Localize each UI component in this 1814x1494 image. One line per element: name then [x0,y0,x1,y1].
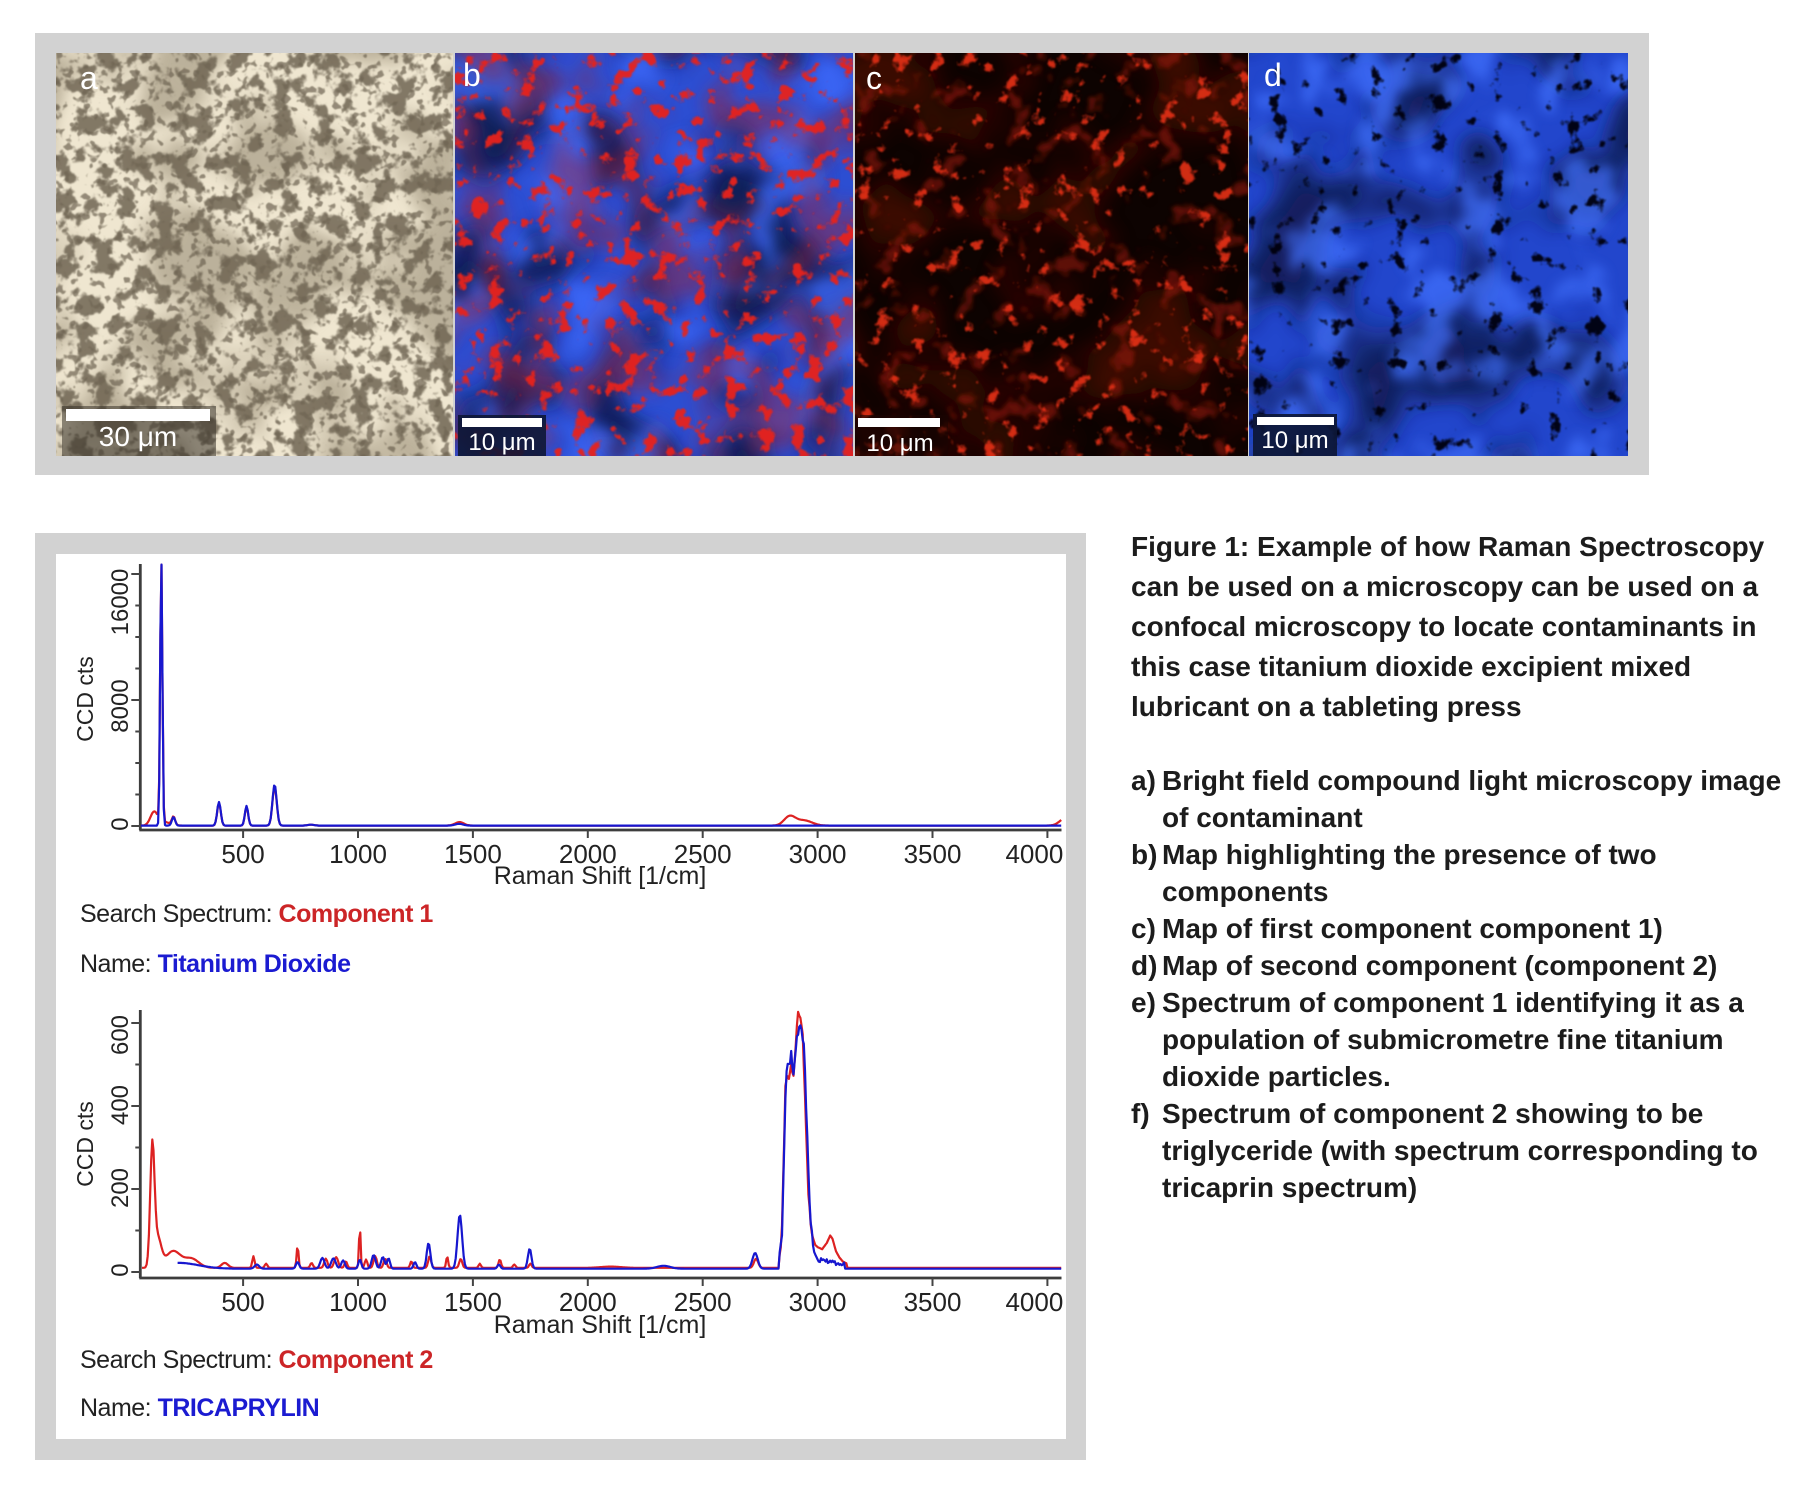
svg-text:1500: 1500 [444,839,502,869]
svg-text:4000: 4000 [1005,839,1063,869]
svg-text:200: 200 [107,1168,134,1208]
svg-text:2000: 2000 [559,839,617,869]
svg-text:1000: 1000 [329,1287,387,1317]
svg-text:1500: 1500 [444,1287,502,1317]
svg-text:2500: 2500 [674,1287,732,1317]
svg-text:30 μm: 30 μm [99,421,177,452]
svg-text:Search Spectrum: Component 1: Search Spectrum: Component 1 [80,900,433,928]
svg-text:1000: 1000 [329,839,387,869]
svg-text:500: 500 [221,1287,264,1317]
svg-text:4000: 4000 [1005,1287,1063,1317]
svg-text:500: 500 [221,839,264,869]
svg-text:8000: 8000 [107,679,134,732]
svg-text:16000: 16000 [107,569,134,636]
svg-text:Raman Shift [1/cm]: Raman Shift [1/cm] [494,1311,707,1339]
svg-text:2500: 2500 [674,839,732,869]
svg-text:400: 400 [107,1085,134,1125]
svg-text:Name: Titanium Dioxide: Name: Titanium Dioxide [80,950,351,978]
svg-text:0: 0 [107,1263,134,1276]
svg-text:Name: TRICAPRYLIN: Name: TRICAPRYLIN [80,1394,319,1422]
svg-text:3500: 3500 [904,1287,962,1317]
svg-text:0: 0 [107,817,134,830]
svg-text:b: b [463,57,481,93]
svg-text:2000: 2000 [559,1287,617,1317]
svg-text:10 μm: 10 μm [866,430,933,456]
svg-text:3500: 3500 [904,839,962,869]
svg-text:CCD cts: CCD cts [72,1101,98,1187]
svg-text:10 μm: 10 μm [468,429,535,456]
svg-text:3000: 3000 [789,839,847,869]
svg-text:Search Spectrum: Component 2: Search Spectrum: Component 2 [80,1346,433,1374]
svg-text:Raman Shift [1/cm]: Raman Shift [1/cm] [494,862,707,890]
svg-text:600: 600 [107,1015,134,1055]
svg-text:10 μm: 10 μm [1261,427,1328,454]
svg-text:c: c [866,60,882,96]
svg-text:d: d [1264,57,1282,93]
svg-text:CCD cts: CCD cts [72,656,98,742]
svg-text:3000: 3000 [789,1287,847,1317]
svg-text:a: a [80,60,98,96]
